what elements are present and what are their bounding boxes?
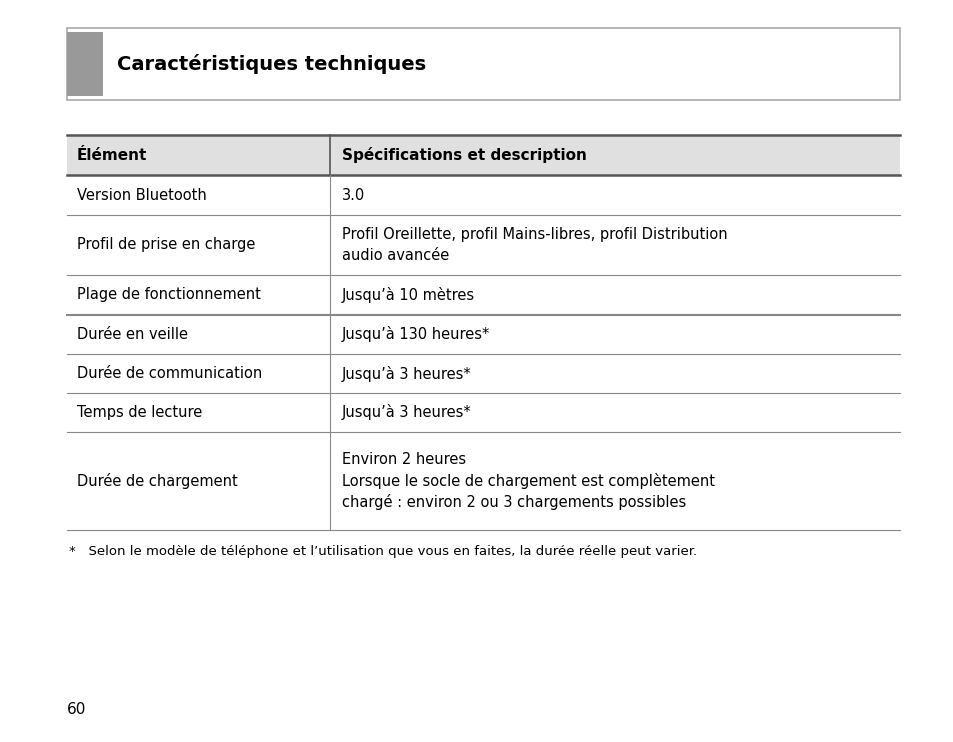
Text: Jusqu’à 3 heures*: Jusqu’à 3 heures* — [341, 366, 471, 381]
Bar — [67, 28, 899, 100]
Text: Lorsque le socle de chargement est complètement: Lorsque le socle de chargement est compl… — [341, 473, 714, 489]
Text: Élément: Élément — [77, 148, 147, 162]
Text: Jusqu’à 3 heures*: Jusqu’à 3 heures* — [341, 404, 471, 421]
Text: 60: 60 — [67, 703, 87, 718]
Text: Temps de lecture: Temps de lecture — [77, 405, 202, 420]
Text: Jusqu’à 130 heures*: Jusqu’à 130 heures* — [341, 326, 490, 343]
Text: Durée de communication: Durée de communication — [77, 366, 262, 381]
Text: Durée en veille: Durée en veille — [77, 327, 188, 342]
Text: Profil de prise en charge: Profil de prise en charge — [77, 237, 255, 252]
Text: 3.0: 3.0 — [341, 188, 365, 203]
Text: Caractéristiques techniques: Caractéristiques techniques — [117, 54, 426, 74]
Bar — [67, 32, 103, 96]
Text: *   Selon le modèle de téléphone et l’utilisation que vous en faites, la durée r: * Selon le modèle de téléphone et l’util… — [69, 545, 697, 558]
Text: Jusqu’à 10 mètres: Jusqu’à 10 mètres — [341, 287, 475, 303]
Text: Version Bluetooth: Version Bluetooth — [77, 188, 207, 203]
Bar — [67, 135, 899, 175]
Text: chargé : environ 2 ou 3 chargements possibles: chargé : environ 2 ou 3 chargements poss… — [341, 494, 685, 510]
Text: Plage de fonctionnement: Plage de fonctionnement — [77, 287, 260, 303]
Text: Environ 2 heures: Environ 2 heures — [341, 453, 466, 467]
Text: audio avancée: audio avancée — [341, 248, 449, 263]
Text: Durée de chargement: Durée de chargement — [77, 473, 237, 489]
Text: Profil Oreillette, profil Mains-libres, profil Distribution: Profil Oreillette, profil Mains-libres, … — [341, 227, 727, 242]
Text: Spécifications et description: Spécifications et description — [341, 147, 586, 163]
